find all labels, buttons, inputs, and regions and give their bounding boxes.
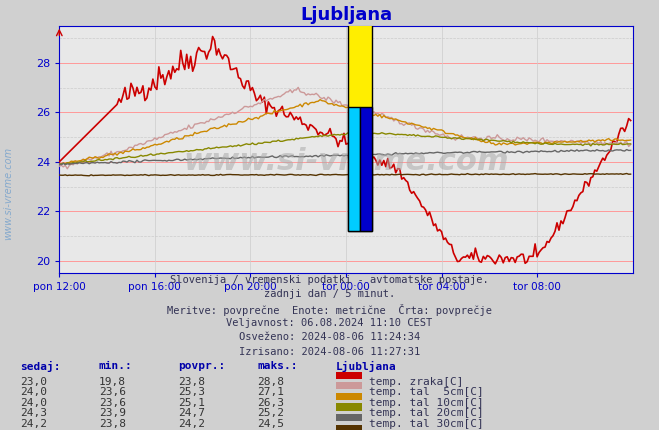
Bar	[336, 414, 362, 421]
Text: 23,6: 23,6	[99, 387, 126, 397]
Text: Izrisano: 2024-08-06 11:27:31: Izrisano: 2024-08-06 11:27:31	[239, 347, 420, 357]
Bar	[336, 403, 362, 411]
Text: temp. zraka[C]: temp. zraka[C]	[369, 377, 463, 387]
Text: 23,9: 23,9	[99, 408, 126, 418]
Text: 24,0: 24,0	[20, 387, 47, 397]
Text: temp. tal 30cm[C]: temp. tal 30cm[C]	[369, 419, 484, 429]
Bar	[336, 424, 362, 430]
Text: www.si-vreme.com: www.si-vreme.com	[3, 147, 13, 240]
Text: 24,7: 24,7	[178, 408, 205, 418]
Text: www.si-vreme.com: www.si-vreme.com	[183, 147, 509, 176]
Text: sedaj:: sedaj:	[20, 360, 60, 372]
Text: zadnji dan / 5 minut.: zadnji dan / 5 minut.	[264, 289, 395, 300]
FancyBboxPatch shape	[360, 108, 372, 231]
Text: 24,5: 24,5	[257, 419, 284, 429]
Text: 25,1: 25,1	[178, 398, 205, 408]
Text: povpr.:: povpr.:	[178, 360, 225, 371]
Text: 19,8: 19,8	[99, 377, 126, 387]
Text: Osveženo: 2024-08-06 11:24:34: Osveženo: 2024-08-06 11:24:34	[239, 332, 420, 342]
Text: 24,2: 24,2	[178, 419, 205, 429]
Text: 26,3: 26,3	[257, 398, 284, 408]
FancyBboxPatch shape	[348, 108, 360, 231]
Text: temp. tal 10cm[C]: temp. tal 10cm[C]	[369, 398, 484, 408]
Title: Ljubljana: Ljubljana	[300, 6, 392, 24]
Text: Slovenija / vremenski podatki - avtomatske postaje.: Slovenija / vremenski podatki - avtomats…	[170, 275, 489, 285]
Text: min.:: min.:	[99, 360, 132, 371]
Text: 23,0: 23,0	[20, 377, 47, 387]
Text: 23,6: 23,6	[99, 398, 126, 408]
Text: 24,3: 24,3	[20, 408, 47, 418]
Text: maks.:: maks.:	[257, 360, 297, 371]
Text: 28,8: 28,8	[257, 377, 284, 387]
FancyBboxPatch shape	[348, 0, 372, 231]
Text: Meritve: povprečne  Enote: metrične  Črta: povprečje: Meritve: povprečne Enote: metrične Črta:…	[167, 304, 492, 316]
Text: 24,0: 24,0	[20, 398, 47, 408]
Bar	[336, 382, 362, 390]
Text: temp. tal 20cm[C]: temp. tal 20cm[C]	[369, 408, 484, 418]
Text: Ljubljana: Ljubljana	[336, 360, 397, 372]
Bar	[336, 372, 362, 379]
Text: 25,3: 25,3	[178, 387, 205, 397]
Text: 24,2: 24,2	[20, 419, 47, 429]
Text: temp. tal  5cm[C]: temp. tal 5cm[C]	[369, 387, 484, 397]
Text: 23,8: 23,8	[99, 419, 126, 429]
Text: 27,1: 27,1	[257, 387, 284, 397]
Text: Veljavnost: 06.08.2024 11:10 CEST: Veljavnost: 06.08.2024 11:10 CEST	[227, 318, 432, 328]
Text: 25,2: 25,2	[257, 408, 284, 418]
Text: 23,8: 23,8	[178, 377, 205, 387]
Bar	[336, 393, 362, 400]
